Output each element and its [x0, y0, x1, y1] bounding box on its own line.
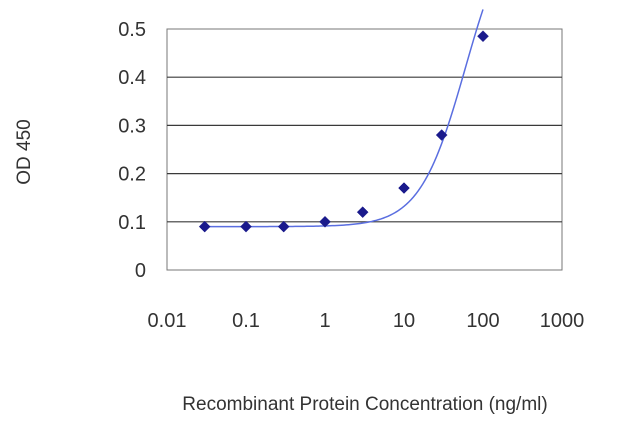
x-tick-label: 1000	[540, 310, 585, 332]
plot-area	[166, 28, 563, 271]
x-tick-label: 0.01	[148, 310, 187, 332]
y-axis-title: OD 450	[14, 119, 35, 184]
data-point-diamond	[240, 220, 252, 233]
y-tick-label: 0.3	[118, 115, 146, 137]
data-point-diamond	[319, 215, 331, 228]
data-point-diamond	[477, 30, 489, 43]
data-point-diamond	[277, 220, 290, 233]
data-point-diamond	[198, 220, 211, 233]
x-tick-label: 0.1	[232, 310, 260, 332]
y-tick-labels: 0 0.1 0.2 0.3 0.4 0.5	[118, 19, 146, 282]
y-tick-label: 0	[135, 260, 146, 282]
x-tick-label: 1	[319, 310, 330, 332]
data-point-diamond	[398, 182, 410, 194]
y-tick-label: 0.4	[118, 67, 146, 89]
y-tick-label: 0.2	[118, 164, 146, 186]
y-tick-label: 0.1	[118, 212, 146, 234]
data-points	[198, 30, 489, 233]
x-tick-label: 100	[466, 310, 499, 332]
data-point-diamond	[435, 129, 448, 141]
data-point-diamond	[356, 206, 369, 219]
grid-lines	[167, 76, 562, 223]
x-tick-labels: 0.01 0.1 1 10 100 1000	[148, 310, 585, 332]
x-tick-label: 10	[393, 310, 415, 332]
x-axis-title: Recombinant Protein Concentration (ng/ml…	[182, 394, 547, 415]
y-tick-label: 0.5	[118, 19, 146, 41]
